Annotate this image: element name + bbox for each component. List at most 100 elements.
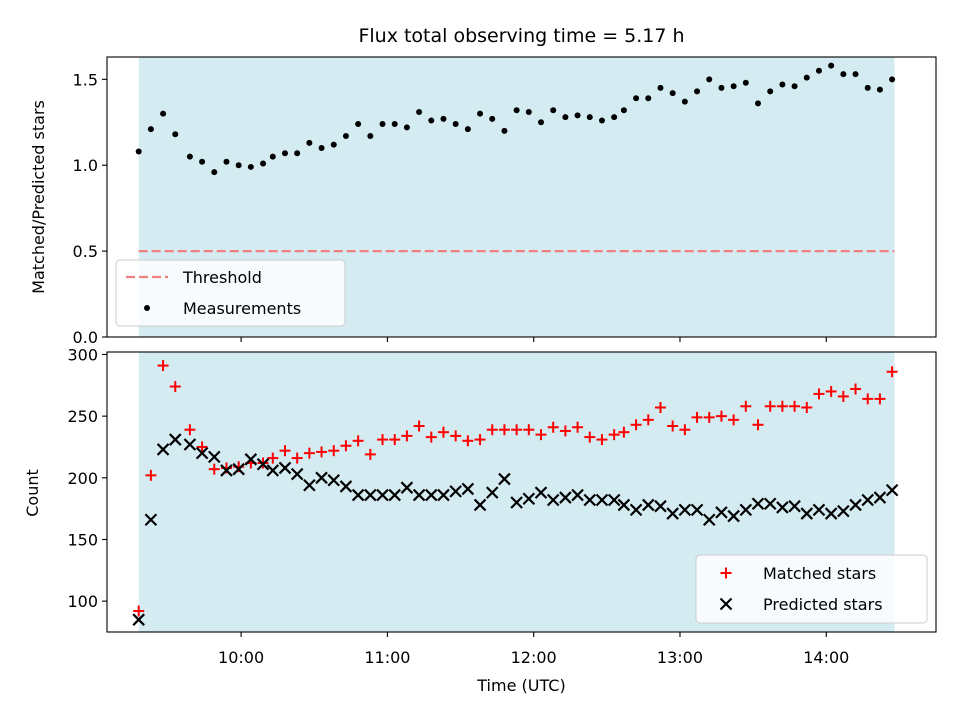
data-point	[669, 90, 676, 97]
data-point	[306, 139, 313, 146]
data-point	[172, 131, 179, 138]
data-point	[464, 126, 471, 133]
data-point	[767, 88, 774, 95]
data-point	[583, 493, 597, 507]
data-point	[133, 605, 145, 617]
data-point	[266, 464, 280, 477]
bottom-y-axis-label: Count	[23, 469, 42, 517]
data-point	[388, 488, 401, 502]
data-point	[340, 440, 352, 452]
data-point	[657, 84, 664, 91]
data-point	[642, 414, 654, 426]
y-tick-label: 250	[67, 407, 98, 426]
data-point	[801, 402, 813, 414]
legend-matched-swatch	[720, 567, 732, 579]
data-point	[522, 492, 536, 506]
data-point	[330, 141, 337, 148]
data-point	[400, 481, 414, 494]
legend-measurements-label: Measurements	[183, 299, 301, 318]
data-point	[538, 119, 545, 126]
data-point	[559, 425, 571, 437]
data-point	[425, 488, 438, 502]
legend: Matched stars Predicted stars	[695, 554, 928, 624]
data-point	[290, 467, 304, 481]
data-point	[562, 114, 569, 121]
data-point	[715, 410, 727, 422]
y-tick-label: 300	[67, 345, 98, 364]
data-point	[681, 98, 688, 105]
data-point	[788, 499, 801, 513]
data-point	[437, 426, 449, 438]
data-point	[169, 381, 181, 393]
data-point	[861, 493, 875, 507]
data-point	[510, 496, 523, 509]
data-point	[256, 457, 270, 471]
data-point	[702, 513, 716, 527]
data-point	[147, 126, 154, 133]
data-point	[477, 110, 484, 117]
data-point	[889, 76, 896, 83]
data-point	[618, 426, 630, 438]
data-point	[727, 509, 740, 523]
data-point	[247, 163, 254, 170]
data-point	[355, 120, 362, 127]
data-point	[186, 153, 193, 160]
legend-matched-label: Matched stars	[763, 564, 876, 583]
data-point	[403, 124, 410, 131]
data-point	[315, 471, 328, 485]
data-point	[303, 447, 315, 459]
data-point	[401, 430, 413, 442]
data-point	[145, 469, 157, 481]
data-point	[862, 393, 874, 405]
data-point	[703, 411, 715, 423]
data-point	[208, 450, 221, 464]
data-point	[825, 385, 837, 397]
data-point	[837, 390, 849, 402]
data-point	[815, 67, 822, 74]
data-point	[572, 421, 584, 433]
y-tick-label: 0.5	[73, 242, 98, 261]
data-point	[425, 431, 437, 443]
x-tick-label: 13:00	[657, 648, 703, 667]
data-point	[486, 424, 498, 436]
y-tick-label: 0.0	[73, 328, 98, 347]
data-point	[812, 503, 826, 517]
data-point	[376, 488, 389, 502]
data-point	[694, 88, 701, 95]
data-point	[144, 513, 158, 527]
data-point	[885, 483, 899, 497]
data-point	[800, 507, 814, 520]
data-point	[642, 498, 655, 512]
data-point	[633, 95, 640, 102]
data-point	[535, 429, 547, 441]
data-point	[339, 480, 353, 493]
data-point	[132, 613, 145, 626]
data-point	[776, 400, 788, 412]
data-point	[547, 421, 559, 433]
data-point	[501, 127, 508, 134]
legend-threshold-label: Threshold	[182, 268, 262, 287]
data-point	[316, 446, 328, 458]
data-point	[450, 430, 462, 442]
data-point	[278, 461, 292, 475]
legend-measurements-swatch	[144, 305, 150, 311]
data-point	[474, 434, 486, 446]
data-point	[232, 462, 245, 476]
legend-predicted-label: Predicted stars	[763, 595, 883, 614]
data-point	[184, 424, 196, 436]
data-point	[608, 429, 620, 441]
data-point	[764, 400, 776, 412]
data-point	[852, 71, 859, 78]
data-point	[195, 446, 209, 460]
data-point	[690, 503, 704, 517]
chart-title: Flux total observing time = 5.17 h	[358, 25, 684, 47]
data-point	[498, 472, 511, 486]
data-point	[183, 438, 197, 451]
data-point	[220, 464, 233, 477]
data-point	[473, 498, 487, 512]
data-point	[211, 169, 218, 176]
data-point	[168, 433, 182, 446]
data-point	[654, 402, 666, 414]
x-tick-label: 10:00	[218, 648, 264, 667]
data-point	[837, 504, 850, 518]
